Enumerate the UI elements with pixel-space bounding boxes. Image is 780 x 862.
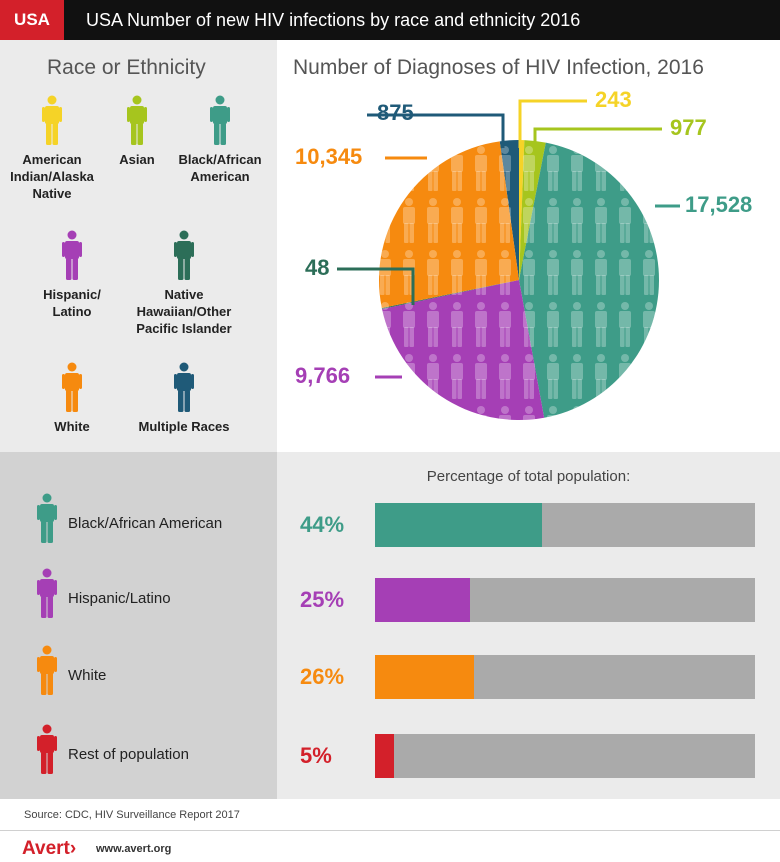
- pie-leader-line: [518, 99, 587, 148]
- bar-track: [375, 578, 755, 622]
- legend-item-label: Native: [164, 287, 204, 302]
- legend-item-label: Black/African: [178, 152, 262, 167]
- pie-slice-label: 48: [305, 255, 330, 280]
- pie-slice-label: 10,345: [295, 144, 363, 169]
- legend-item: Asian: [77, 95, 197, 168]
- legend-item-label: Indian/Alaska: [10, 169, 94, 184]
- pie-slice-label: 9,766: [295, 363, 351, 388]
- bar-category-label: Hispanic/Latino: [68, 590, 171, 607]
- bar-chart-title: Percentage of total population:: [426, 468, 631, 485]
- person-icon: [37, 493, 57, 543]
- person-icon: [127, 95, 147, 145]
- person-icon: [174, 362, 194, 412]
- pie-leader-line: [533, 127, 662, 148]
- legend-item-label: Hispanic/: [43, 287, 101, 302]
- legend-item-label: Native: [32, 186, 72, 201]
- header-bar: [0, 0, 780, 40]
- legend-item-label: Hawaiian/Other: [136, 304, 232, 319]
- legend-item: Black/African American: [160, 95, 280, 185]
- legend-item-label: Pacific Islander: [136, 321, 232, 336]
- legend-item-label: American: [190, 169, 250, 184]
- bar-category-label: White: [68, 667, 107, 684]
- bar-track: [375, 503, 755, 547]
- source-text: Source: CDC, HIV Surveillance Report 201…: [24, 809, 240, 821]
- legend-item-label: Multiple Races: [138, 419, 230, 434]
- pie-slice-label: 875: [377, 100, 414, 125]
- source-strip: [0, 799, 780, 830]
- person-icon: [210, 95, 230, 145]
- bar-category-label: Black/African American: [68, 515, 223, 532]
- bar-track: [375, 655, 755, 699]
- person-icon: [62, 362, 82, 412]
- bar: [375, 578, 470, 622]
- legend-item: Multiple Races: [124, 362, 244, 435]
- brand-mark: Avert: [22, 838, 70, 859]
- footer: [0, 830, 780, 862]
- legend-title: Race or Ethnicity: [47, 56, 206, 79]
- pie-people-pattern: [379, 140, 659, 420]
- brand-url-link[interactable]: www.avert.org: [96, 843, 172, 855]
- legend-item: Native Hawaiian/Other Pacific Islander: [124, 230, 244, 337]
- legend-item-label: Latino: [52, 304, 92, 319]
- country-tag: USA: [0, 0, 64, 40]
- pie-chart: [337, 99, 680, 420]
- bar-value-label: 25%: [300, 587, 345, 612]
- pie-leader-line: [367, 113, 505, 148]
- person-icon: [37, 724, 57, 774]
- pie-title: Number of Diagnoses of HIV Infection, 20…: [293, 56, 704, 79]
- bar-category-label: Rest of population: [68, 746, 189, 763]
- pie-slice-label: 977: [670, 115, 707, 140]
- pie-leader-line: [337, 267, 415, 305]
- legend-item-label: White: [54, 419, 90, 434]
- legend-item: Hispanic/Latino: [12, 230, 132, 320]
- bar-value-label: 44%: [300, 512, 345, 537]
- bar-value-label: 5%: [300, 743, 332, 768]
- legend-item: American Indian/Alaska Native: [0, 95, 112, 202]
- brand-logo[interactable]: Avert›: [22, 838, 76, 860]
- brand-chevron-icon: ›: [69, 838, 77, 859]
- bar-value-label: 26%: [300, 664, 345, 689]
- legend-item-label: American: [22, 152, 82, 167]
- bar: [375, 655, 474, 699]
- person-icon: [37, 645, 57, 695]
- bar: [375, 503, 543, 547]
- legend-item-label: Asian: [119, 152, 155, 167]
- person-icon: [42, 95, 62, 145]
- page-title: USA Number of new HIV infections by race…: [86, 10, 581, 30]
- legend-item: White: [12, 362, 132, 435]
- pie-slice-label: 243: [595, 87, 632, 112]
- bar: [375, 734, 394, 778]
- person-icon: [62, 230, 82, 280]
- person-icon: [174, 230, 194, 280]
- person-icon: [37, 568, 57, 618]
- bar-track: [375, 734, 755, 778]
- pie-slice-label: 17,528: [685, 192, 753, 217]
